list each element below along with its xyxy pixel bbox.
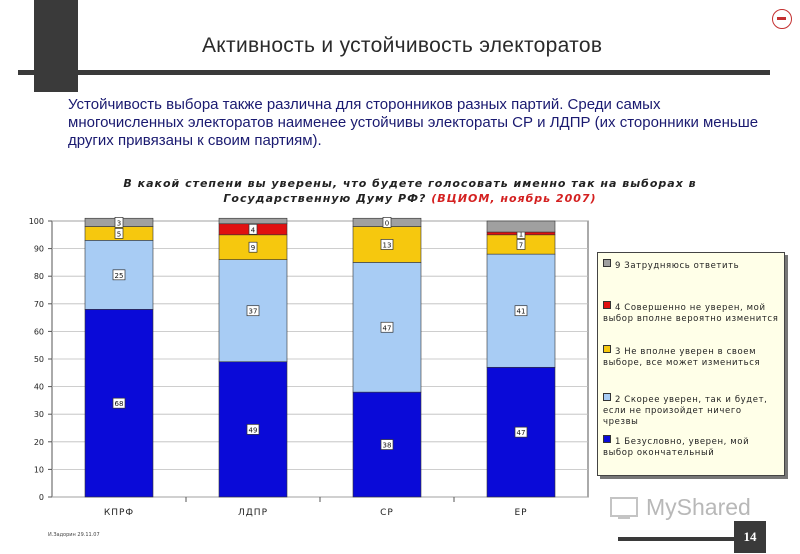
- data-label-box: [112, 269, 126, 281]
- data-label-box: [246, 305, 260, 317]
- data-label-box: [516, 239, 526, 250]
- x-tick-label: ЛДПР: [238, 508, 268, 518]
- y-tick-label: 30: [34, 410, 44, 419]
- data-label: 5: [117, 230, 121, 238]
- data-label: 47: [383, 324, 392, 332]
- question-source: (ВЦИОМ, ноябрь 2007): [431, 192, 597, 205]
- y-tick-label: 40: [34, 383, 44, 392]
- data-label-box: [248, 223, 258, 235]
- chart-question: В какой степени вы уверены, что будете г…: [60, 176, 760, 206]
- y-tick-label: 20: [34, 438, 44, 447]
- bar-segment: [486, 220, 556, 233]
- x-tick-label: КПРФ: [104, 508, 134, 518]
- data-label-box: [112, 397, 126, 409]
- intro-text: Устойчивость выбора также различна для с…: [68, 96, 759, 149]
- legend-swatch: [603, 393, 611, 401]
- data-label: 49: [249, 426, 258, 434]
- data-label: 9: [251, 244, 255, 252]
- data-label-box: [514, 305, 528, 317]
- legend-label: 3 Не вполне уверен в своем выборе, все м…: [603, 347, 761, 368]
- data-label: 4: [251, 226, 256, 234]
- logo-icon: [772, 9, 792, 29]
- data-label: 7: [519, 241, 523, 249]
- x-tick-label: ЕР: [514, 508, 527, 518]
- data-label-box: [114, 217, 124, 228]
- data-label: 25: [115, 272, 124, 280]
- y-tick-label: 0: [39, 493, 44, 502]
- legend-item: 1 Безусловно, уверен, мой выбор окончате…: [603, 435, 779, 459]
- chart-legend: 9 Затрудняюсь ответить 4 Совершенно не ув…: [597, 252, 785, 476]
- bar-segment: [218, 217, 288, 225]
- legend-label: 1 Безусловно, уверен, мой выбор окончате…: [603, 437, 750, 458]
- y-tick-label: 80: [34, 272, 44, 281]
- legend-item: 4 Совершенно не уверен, мой выбор вполне…: [603, 301, 779, 325]
- data-label: 13: [383, 241, 392, 249]
- slide-title: Активность и устойчивость электоратов: [202, 34, 603, 57]
- data-label: 38: [383, 442, 392, 450]
- x-tick-label: СР: [380, 508, 394, 518]
- y-tick-label: 70: [34, 300, 44, 309]
- footer-divider: [618, 537, 734, 541]
- y-tick-label: 10: [34, 465, 44, 474]
- data-label: 41: [517, 308, 526, 316]
- data-label-box: [248, 241, 258, 253]
- data-label: 3: [117, 219, 121, 227]
- data-label-box: [380, 439, 394, 450]
- data-label: 47: [517, 429, 526, 437]
- legend-item: 2 Скорее уверен, так и будет, если не пр…: [603, 393, 779, 428]
- legend-item: 9 Затрудняюсь ответить: [603, 259, 779, 272]
- legend-label: 9 Затрудняюсь ответить: [615, 261, 740, 271]
- watermark-icon: [610, 497, 638, 519]
- watermark-text: MyShared: [646, 494, 751, 520]
- data-label-box: [114, 228, 124, 239]
- data-label: 1: [519, 230, 523, 238]
- data-label-box: [246, 424, 260, 435]
- data-label-box: [380, 239, 394, 250]
- legend-swatch: [603, 435, 611, 443]
- legend-item: 3 Не вполне уверен в своем выборе, все м…: [603, 345, 779, 369]
- legend-label: 4 Совершенно не уверен, мой выбор вполне…: [603, 303, 779, 324]
- data-label-box: [514, 426, 528, 438]
- legend-label: 2 Скорее уверен, так и будет, если не пр…: [603, 395, 768, 427]
- data-label: 37: [249, 308, 258, 316]
- data-label-box: [380, 321, 394, 333]
- question-text: В какой степени вы уверены, что будете г…: [123, 177, 697, 205]
- legend-swatch: [603, 259, 611, 267]
- legend-swatch: [603, 301, 611, 309]
- page-number: 14: [734, 521, 766, 553]
- title-divider: [18, 70, 770, 75]
- y-tick-label: 90: [34, 245, 44, 254]
- data-label: 68: [115, 400, 124, 408]
- data-label: 0: [385, 219, 389, 227]
- legend-swatch: [603, 345, 611, 353]
- author-note: И.Задорин 29.11.07: [48, 532, 100, 538]
- y-tick-label: 60: [34, 327, 44, 336]
- y-tick-label: 50: [34, 355, 44, 364]
- decorative-bar-top: [34, 0, 78, 92]
- y-tick-label: 100: [29, 217, 44, 226]
- data-label-box: [382, 217, 392, 228]
